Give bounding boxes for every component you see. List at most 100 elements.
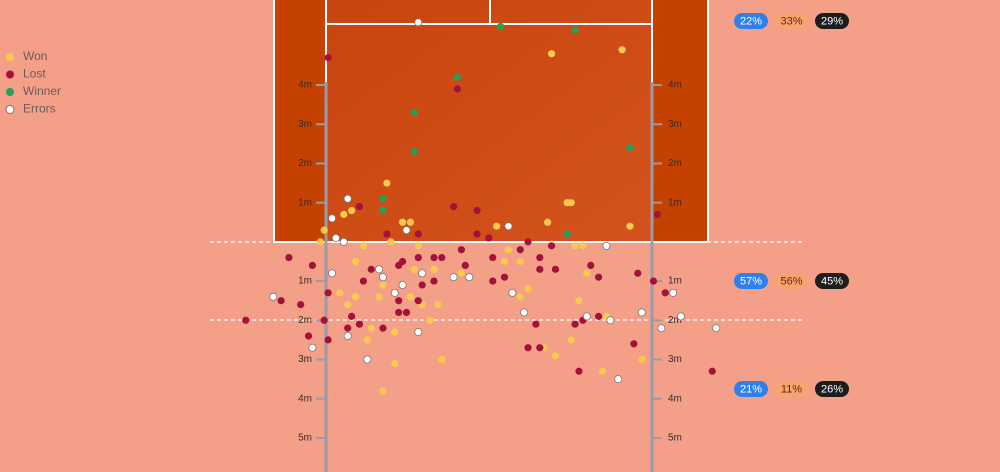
shot-point	[406, 293, 415, 301]
shot-point	[602, 241, 611, 250]
y-tick-label: 1m	[298, 197, 312, 208]
zone-badge-label: 21%	[740, 383, 762, 395]
legend-marker	[6, 53, 14, 61]
shot-point	[524, 238, 532, 246]
zone-badge-label: 22%	[740, 15, 762, 27]
zone-badge-label: 26%	[821, 383, 843, 395]
shot-point	[594, 312, 603, 320]
shot-point	[618, 46, 626, 54]
shot-point	[351, 257, 360, 266]
shot-point	[587, 261, 595, 270]
y-tick-label: 3m	[298, 119, 312, 130]
shot-point	[626, 222, 634, 230]
shot-point	[516, 257, 524, 266]
legend-marker	[5, 105, 15, 114]
shot-point	[320, 316, 328, 324]
shot-point	[398, 281, 407, 290]
shot-point	[398, 257, 407, 266]
zone-badge-label: 45%	[821, 275, 843, 287]
shot-point	[410, 265, 418, 273]
shot-point	[355, 320, 364, 328]
zone-badge-label: 33%	[780, 15, 802, 27]
y-tick-label: 1m	[668, 276, 682, 287]
shot-point	[324, 54, 332, 62]
shot-point	[571, 320, 579, 328]
shot-point	[547, 50, 556, 58]
shot-point	[563, 230, 571, 238]
y-tick-label: 2m	[298, 315, 312, 326]
shot-point	[402, 226, 411, 235]
zone-badge	[734, 273, 768, 289]
zone-badge-label: 11%	[781, 383, 802, 395]
shot-point	[324, 336, 332, 344]
shot-point	[712, 324, 721, 333]
shot-point	[277, 297, 285, 305]
shot-point	[520, 308, 529, 317]
shot-point	[339, 237, 348, 246]
y-tick-label: 4m	[298, 393, 312, 404]
shot-point	[461, 261, 469, 270]
shot-point	[297, 301, 305, 309]
shot-point	[324, 289, 332, 297]
shot-point	[532, 320, 540, 328]
shot-point	[630, 340, 638, 348]
legend-marker	[6, 70, 14, 79]
shot-point	[661, 289, 669, 297]
y-tick-label: 5m	[298, 433, 312, 444]
shot-point	[348, 206, 356, 215]
shot-point	[379, 195, 387, 203]
shot-point	[493, 222, 501, 230]
shot-point	[496, 22, 505, 30]
shot-point	[637, 308, 646, 317]
legend-label: Won	[23, 49, 47, 63]
y-tick-label: 2m	[668, 315, 682, 326]
shot-point	[375, 265, 384, 274]
shot-point	[414, 230, 422, 238]
shot-point	[606, 316, 615, 325]
shot-point	[430, 253, 438, 262]
shot-point	[449, 273, 458, 282]
shot-point	[387, 238, 395, 246]
shot-point	[355, 202, 364, 211]
shot-point	[402, 308, 411, 317]
shot-point	[473, 206, 481, 215]
zone-badge	[774, 273, 809, 289]
shot-point	[418, 269, 427, 278]
shot-point	[453, 85, 462, 93]
shot-point	[390, 288, 399, 297]
y-tick-label: 3m	[668, 354, 682, 365]
shot-point	[567, 336, 575, 344]
shot-point	[551, 351, 560, 360]
zone-badge	[774, 381, 809, 397]
zone-badge	[815, 13, 849, 29]
shot-point	[457, 246, 465, 254]
y-tick-label: 3m	[298, 354, 312, 365]
shot-point	[383, 179, 391, 187]
shot-point	[410, 148, 418, 156]
shot-point	[367, 324, 375, 332]
y-tick-label: 1m	[298, 276, 312, 287]
shot-point	[438, 355, 446, 364]
shot-point	[269, 292, 278, 301]
shot-point	[547, 242, 556, 250]
shot-point	[551, 265, 560, 273]
shot-point	[359, 277, 367, 285]
shot-point	[536, 265, 544, 273]
shot-point	[657, 324, 666, 333]
zone-badge	[815, 381, 849, 397]
shot-point	[395, 297, 403, 305]
shot-point	[418, 281, 426, 289]
shot-point	[708, 367, 716, 375]
zone-badge	[734, 13, 768, 29]
shot-point	[567, 199, 575, 207]
shot-point	[383, 230, 391, 238]
shot-point	[351, 293, 360, 301]
shot-point	[438, 253, 446, 262]
shot-point	[308, 261, 317, 270]
shot-point	[465, 273, 474, 282]
y-tick-label: 1m	[668, 197, 682, 208]
legend-label: Errors	[23, 102, 56, 116]
shot-point	[473, 230, 481, 238]
shot-point	[430, 265, 438, 273]
